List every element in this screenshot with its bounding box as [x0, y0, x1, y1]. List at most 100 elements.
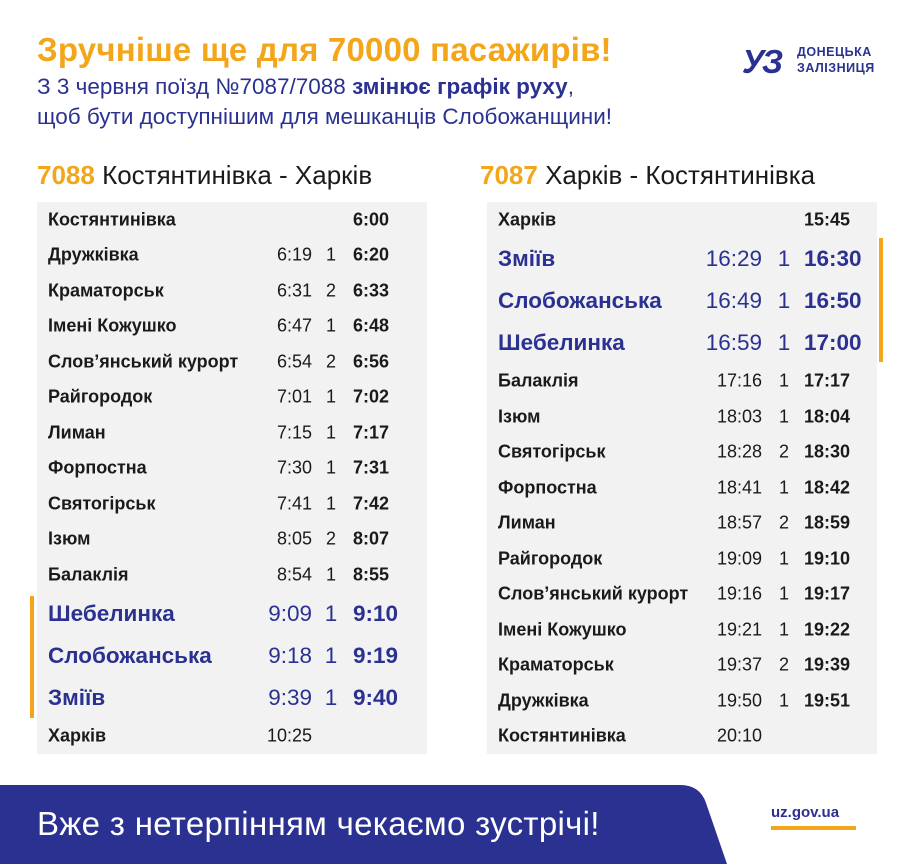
schedule-row: Харків 15:45 [487, 202, 877, 238]
station-name: Райгородок [48, 386, 153, 407]
arrival-time: 19:16 [716, 583, 762, 604]
stop-minutes: 1 [325, 244, 336, 265]
arrival-time: 9:18 [268, 642, 312, 668]
schedule-row: Святогірськ 18:28 2 18:30 [487, 435, 877, 471]
departure-time: 6:48 [353, 315, 390, 336]
arrival-time: 18:03 [716, 406, 762, 427]
subline-first-bold: змінює графік руху [352, 74, 568, 99]
departure-time: 6:00 [353, 209, 390, 230]
arrival-time: 18:41 [716, 477, 762, 498]
schedule-row: Слобожанська 9:18 1 9:19 [37, 635, 427, 677]
stop-minutes: 2 [325, 280, 336, 301]
departure-time: 19:17 [804, 583, 851, 604]
stop-minutes: 1 [778, 619, 789, 640]
station-name: Імені Кожушко [48, 315, 177, 336]
station-name: Слов’янський курорт [498, 583, 689, 604]
station-name: Костянтинівка [498, 725, 626, 746]
right-schedule-title: 7087 Харків - Костянтинівка [480, 160, 815, 191]
arrival-time: 6:54 [276, 351, 312, 372]
stop-minutes: 1 [777, 245, 791, 271]
station-name: Зміїв [48, 684, 106, 710]
station-name: Балаклія [48, 564, 129, 585]
arrival-time: 8:54 [276, 564, 312, 585]
station-name: Слобожанська [48, 642, 212, 668]
schedule-row: Шебелинка 16:59 1 17:00 [487, 322, 877, 364]
departure-time: 6:33 [353, 280, 390, 301]
departure-time: 7:17 [353, 422, 390, 443]
arrival-time: 16:29 [705, 245, 762, 271]
arrival-time: 6:31 [276, 280, 312, 301]
schedule-row: Краматорськ 6:31 2 6:33 [37, 273, 427, 309]
departure-time: 9:10 [353, 600, 399, 626]
stop-minutes: 1 [778, 406, 789, 427]
departure-time: 18:04 [804, 406, 851, 427]
arrival-time: 16:49 [705, 287, 762, 313]
stop-minutes: 2 [778, 441, 789, 462]
stop-minutes: 2 [778, 654, 789, 675]
logo-mark: УЗ [742, 43, 783, 80]
stop-minutes: 1 [778, 583, 789, 604]
station-name: Слов’янський курорт [48, 351, 239, 372]
schedule-row: Зміїв 9:39 1 9:40 [37, 677, 427, 719]
stop-minutes: 1 [325, 422, 336, 443]
logo-line-1: ДОНЕЦЬКА [797, 45, 872, 59]
station-name: Зміїв [498, 245, 556, 271]
left-train-number: 7088 [37, 160, 95, 190]
schedule-row: Шебелинка 9:09 1 9:10 [37, 593, 427, 635]
departure-time: 19:10 [804, 548, 851, 569]
departure-time: 19:51 [804, 690, 851, 711]
departure-time: 6:56 [353, 351, 390, 372]
arrival-time: 7:01 [276, 386, 312, 407]
arrival-time: 6:19 [276, 244, 312, 265]
departure-time: 16:30 [804, 245, 862, 271]
arrival-time: 19:37 [716, 654, 762, 675]
stop-minutes: 1 [325, 493, 336, 514]
arrival-time: 7:41 [276, 493, 312, 514]
station-name: Краматорськ [498, 654, 614, 675]
arrival-time: 19:21 [716, 619, 762, 640]
schedule-row: Ізюм 18:03 1 18:04 [487, 399, 877, 435]
schedule-row: Святогірськ 7:41 1 7:42 [37, 486, 427, 522]
departure-time: 9:40 [353, 684, 399, 710]
schedule-row: Райгородок 7:01 1 7:02 [37, 380, 427, 416]
departure-time: 18:42 [804, 477, 851, 498]
station-name: Лиман [498, 512, 556, 533]
arrival-time: 17:16 [716, 370, 762, 391]
stop-minutes: 1 [324, 600, 338, 626]
station-name: Балаклія [498, 370, 579, 391]
arrival-time: 19:50 [716, 690, 762, 711]
station-name: Ізюм [48, 528, 91, 549]
stop-minutes: 1 [324, 684, 338, 710]
schedule-row: Імені Кожушко 6:47 1 6:48 [37, 309, 427, 345]
footer-banner-shape [0, 785, 727, 864]
site-link[interactable]: uz.gov.ua [771, 804, 840, 821]
arrival-time: 9:09 [268, 600, 312, 626]
left-schedule-title: 7088 Костянтинівка - Харків [37, 160, 372, 191]
subline-second: щоб бути доступнішим для мешканців Слобо… [37, 104, 613, 129]
footer-slogan: Вже з нетерпінням чекаємо зустрічі! [37, 805, 600, 842]
subline-first: З 3 червня поїзд №7087/7088 змінює графі… [37, 74, 574, 100]
schedule-row: Дружківка 6:19 1 6:20 [37, 238, 427, 274]
schedule-row: Слов’янський курорт 19:16 1 19:17 [487, 577, 877, 613]
station-name: Імені Кожушко [498, 619, 627, 640]
schedule-row: Лиман 7:15 1 7:17 [37, 415, 427, 451]
departure-time: 18:30 [804, 441, 851, 462]
left-schedule-table: Костянтинівка 6:00 Дружківка 6:19 1 6:20 Крама… [37, 202, 427, 754]
arrival-time: 10:25 [266, 725, 312, 746]
subline-first-post: , [567, 74, 574, 99]
uz-logo: УЗ ДОНЕЦЬКА ЗАЛІЗНИЦЯ [742, 44, 882, 84]
station-name: Лиман [48, 422, 106, 443]
departure-time: 7:02 [353, 386, 390, 407]
logo-line-2: ЗАЛІЗНИЦЯ [797, 61, 875, 75]
station-name: Форпостна [498, 477, 597, 498]
left-highlight-bar [30, 596, 34, 718]
arrival-time: 7:15 [276, 422, 312, 443]
stop-minutes: 1 [325, 386, 336, 407]
schedule-row: Слобожанська 16:49 1 16:50 [487, 280, 877, 322]
station-name: Шебелинка [498, 329, 625, 355]
departure-time: 17:17 [804, 370, 851, 391]
station-name: Дружківка [498, 690, 589, 711]
departure-time: 8:55 [353, 564, 390, 585]
departure-time: 19:22 [804, 619, 851, 640]
schedule-row: Лиман 18:57 2 18:59 [487, 506, 877, 542]
